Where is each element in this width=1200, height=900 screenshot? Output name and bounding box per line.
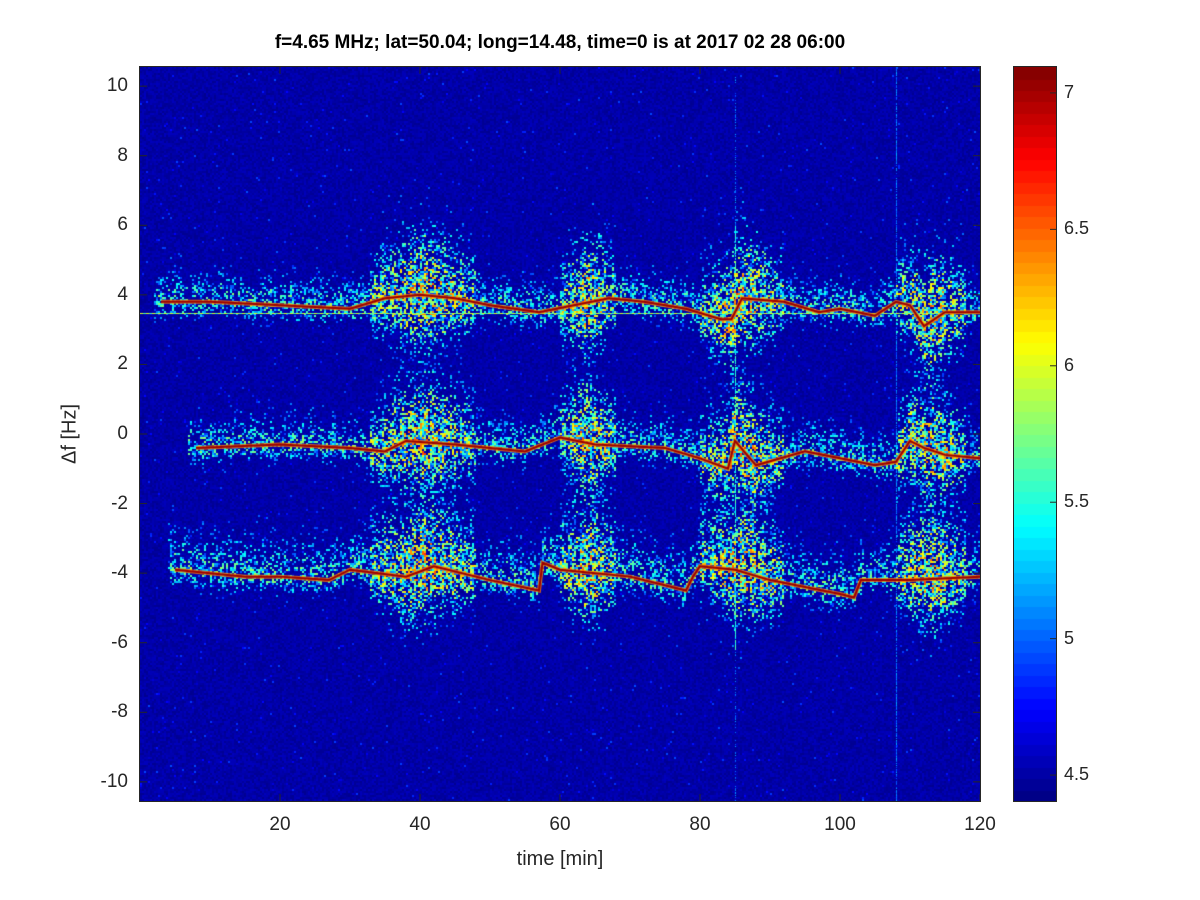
colorbar-tick-label: 5: [1064, 627, 1075, 648]
x-tick-label: 80: [689, 814, 711, 835]
x-tick-label: 100: [824, 814, 856, 835]
colorbar: [1014, 67, 1056, 801]
colorbar-tick-label: 5.5: [1064, 491, 1090, 512]
y-tick-label: 8: [117, 144, 128, 166]
y-tick-label: 10: [106, 75, 128, 97]
y-tick-label: 0: [117, 423, 128, 444]
chart-title: f=4.65 MHz; lat=50.04; long=14.48, time=…: [274, 32, 846, 53]
x-axis-label: time [min]: [516, 848, 604, 870]
colorbar-tick-label: 7: [1064, 81, 1075, 102]
x-tick-label: 40: [409, 814, 431, 835]
colorbar-tick-label: 4.5: [1064, 764, 1090, 785]
spectrogram-heatmap: [140, 67, 980, 801]
colorbar-tick-label: 6.5: [1064, 218, 1090, 239]
x-tick-label: 120: [964, 814, 996, 835]
y-tick-label: -6: [111, 631, 128, 653]
y-tick-label: -8: [111, 701, 128, 723]
y-tick-label: 2: [117, 353, 128, 375]
x-tick-label: 20: [269, 814, 291, 835]
y-tick-label: -2: [111, 492, 128, 514]
y-tick-label: 4: [117, 283, 128, 305]
y-tick-label: -4: [111, 562, 128, 584]
colorbar-tick-label: 6: [1064, 354, 1075, 375]
y-tick-label: 6: [117, 214, 128, 236]
y-tick-label: -10: [100, 770, 128, 792]
x-tick-label: 60: [549, 814, 571, 835]
